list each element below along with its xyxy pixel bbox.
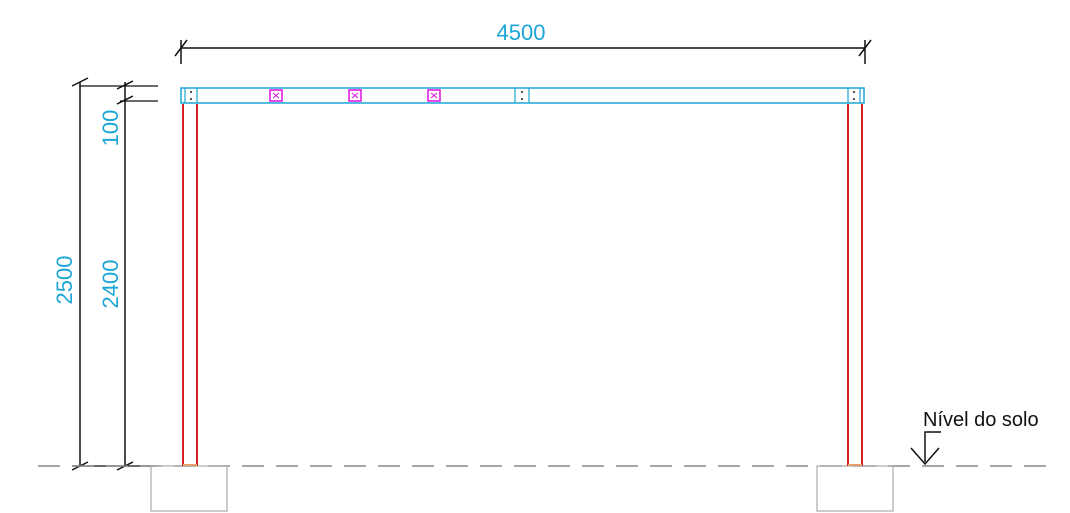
left-post: [182, 104, 198, 466]
width-dimension: 4500: [174, 20, 872, 64]
connector-3: [427, 89, 441, 102]
ground-level-label: Nível do solo: [923, 409, 1039, 431]
right-footing: [816, 465, 894, 512]
connector-2: [348, 89, 362, 102]
connector-1: [269, 89, 283, 102]
right-post: [847, 104, 863, 466]
beam-connectors: [269, 89, 441, 102]
height-dimensions: 2500 100 2400: [52, 77, 158, 471]
left-footing: [150, 465, 228, 512]
width-dimension-text: 4500: [497, 20, 546, 45]
ground-level-arrow-icon: [910, 431, 941, 466]
post-height-text: 2400: [98, 260, 123, 309]
posts: [182, 104, 863, 466]
total-height-text: 2500: [52, 256, 77, 305]
top-beam: [180, 87, 865, 104]
beam-height-text: 100: [98, 110, 123, 147]
footings: [150, 465, 894, 512]
